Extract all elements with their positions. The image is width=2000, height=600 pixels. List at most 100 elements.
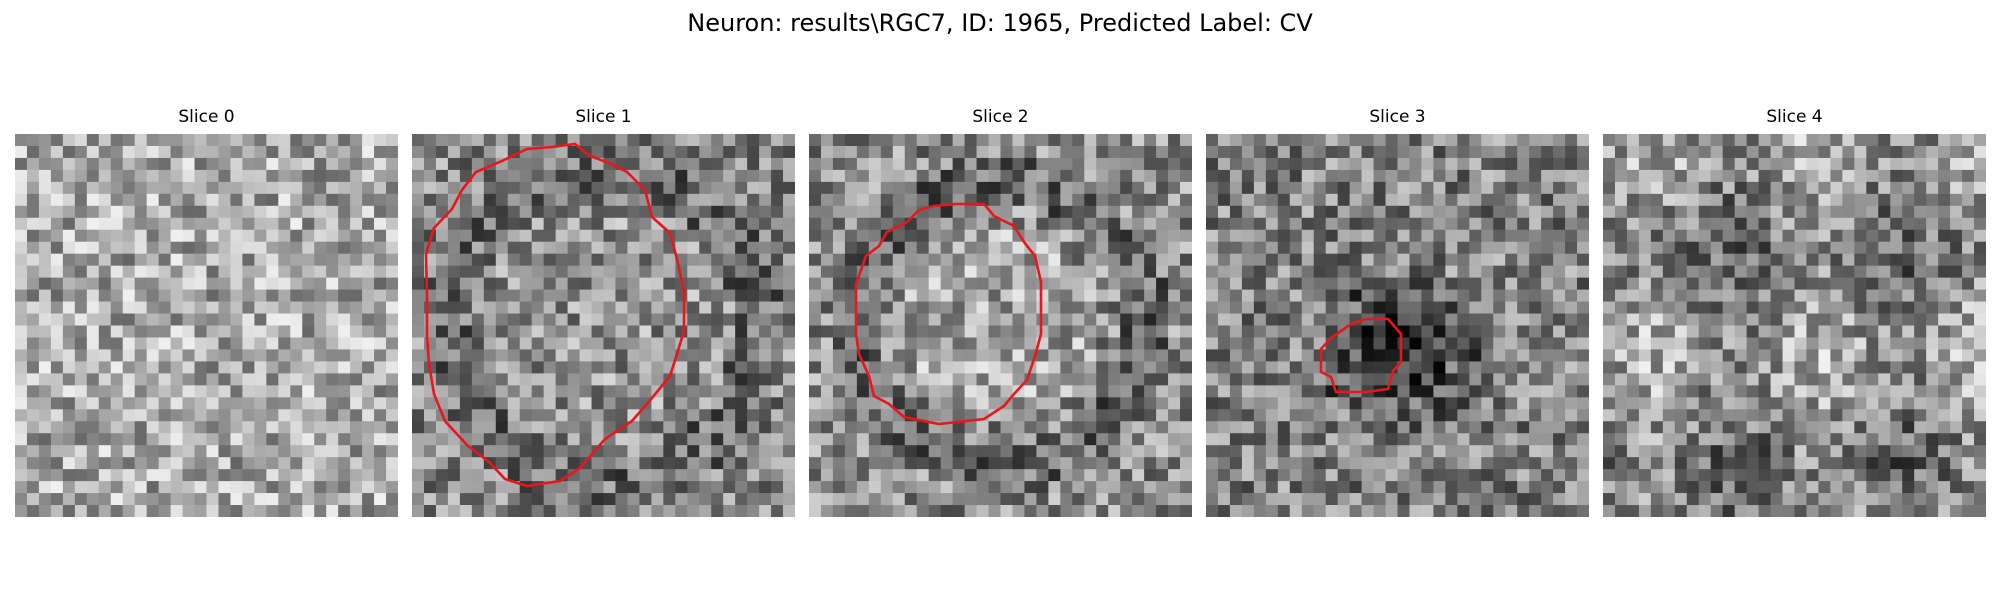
pixel — [1156, 145, 1169, 159]
pixel — [1674, 277, 1688, 290]
pixel — [940, 134, 954, 147]
pixel — [519, 397, 533, 410]
pixel — [663, 445, 676, 458]
pixel — [952, 421, 965, 434]
pixel — [1349, 469, 1362, 482]
pixel — [1277, 349, 1291, 362]
pixel — [868, 181, 882, 195]
pixel — [98, 337, 112, 350]
pixel — [1289, 241, 1303, 255]
pixel — [832, 337, 846, 350]
pixel — [1650, 421, 1664, 434]
pixel — [567, 349, 580, 362]
pixel — [1890, 349, 1903, 362]
pixel — [15, 301, 28, 314]
pixel — [892, 205, 906, 219]
pixel — [1457, 205, 1470, 219]
pixel — [928, 493, 942, 506]
pixel — [435, 349, 449, 362]
pixel — [1012, 253, 1025, 267]
pixel — [1746, 421, 1759, 434]
pixel — [50, 289, 64, 302]
pixel — [809, 505, 822, 517]
pixel — [302, 145, 315, 159]
pixel — [1253, 265, 1267, 279]
slice-image-1 — [412, 134, 795, 517]
pixel — [1206, 385, 1219, 398]
pixel — [218, 301, 231, 314]
pixel — [820, 289, 834, 302]
pixel — [1433, 457, 1446, 470]
pixel — [338, 205, 351, 219]
pixel — [386, 193, 398, 207]
pixel — [146, 385, 160, 398]
pixel — [1974, 313, 1986, 326]
pixel — [1950, 421, 1963, 434]
pixel — [844, 361, 858, 374]
pixel — [50, 373, 64, 386]
pixel — [627, 397, 640, 410]
pixel — [543, 241, 557, 255]
pixel — [98, 409, 112, 422]
pixel — [1734, 181, 1748, 195]
pixel — [687, 145, 700, 159]
pixel — [1217, 421, 1231, 434]
pixel — [1914, 445, 1927, 458]
pixel — [1409, 169, 1422, 183]
pixel — [1854, 253, 1867, 267]
pixel — [1938, 397, 1951, 410]
pixel — [182, 241, 195, 255]
pixel — [15, 385, 28, 398]
pixel — [675, 169, 688, 183]
pixel — [1409, 181, 1422, 195]
pixel — [892, 325, 906, 338]
pixel — [1132, 241, 1145, 255]
pixel — [1457, 289, 1470, 302]
pixel — [759, 433, 772, 446]
pixel — [880, 433, 894, 446]
pixel — [230, 481, 243, 494]
pixel — [362, 457, 375, 470]
pixel — [206, 157, 219, 171]
pixel — [1084, 349, 1097, 362]
pixel — [1108, 313, 1121, 326]
pixel — [1421, 301, 1434, 314]
pixel — [74, 397, 88, 410]
pixel — [1096, 445, 1109, 458]
pixel — [555, 205, 568, 219]
pixel — [747, 169, 760, 183]
pixel — [1698, 313, 1712, 326]
pixel — [519, 493, 533, 506]
pixel — [1180, 457, 1192, 470]
pixel — [988, 433, 1001, 446]
pixel — [1469, 361, 1482, 374]
pixel — [1710, 409, 1724, 422]
pixel — [868, 409, 882, 422]
pixel — [495, 325, 509, 338]
pixel — [1854, 241, 1867, 255]
pixel — [1938, 134, 1951, 147]
pixel — [1108, 421, 1121, 434]
pixel — [86, 493, 100, 506]
pixel — [1265, 193, 1279, 207]
pixel — [1361, 229, 1374, 243]
pixel — [844, 157, 858, 171]
pixel — [1108, 445, 1121, 458]
pixel — [735, 385, 748, 398]
pixel — [50, 169, 64, 183]
pixel — [326, 277, 339, 290]
pixel — [1217, 205, 1231, 219]
pixel — [543, 385, 557, 398]
pixel — [1734, 397, 1748, 410]
pixel — [880, 277, 894, 290]
pixel — [1469, 421, 1482, 434]
pixel — [1349, 457, 1362, 470]
pixel — [412, 385, 425, 398]
pixel — [1385, 493, 1398, 506]
pixel — [904, 469, 918, 482]
pixel — [230, 301, 243, 314]
pixel — [158, 145, 171, 159]
pixel — [38, 253, 52, 267]
pixel — [1565, 493, 1578, 506]
pixel — [230, 373, 243, 386]
